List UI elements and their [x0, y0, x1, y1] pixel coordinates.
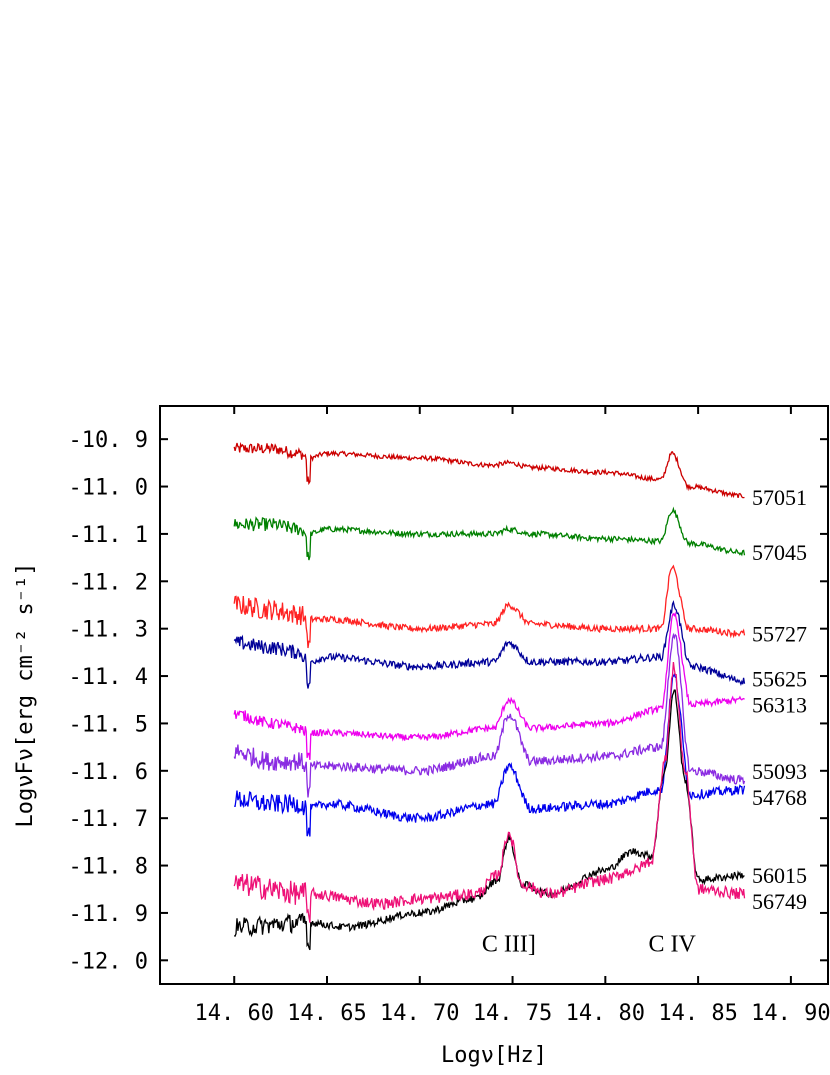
x-tick-label: 14. 85 [658, 1001, 737, 1026]
series-label-57051: 57051 [752, 485, 807, 510]
x-tick-label: 14. 75 [473, 1001, 552, 1026]
y-tick-label: -11. 4 [69, 665, 148, 690]
series-label-56313: 56313 [752, 692, 807, 717]
y-tick-label: -11. 5 [69, 712, 148, 737]
series-line-54768 [234, 673, 746, 837]
series-label-57045: 57045 [752, 540, 807, 565]
series-layer [233, 441, 746, 951]
series-label-54768: 54768 [752, 785, 807, 810]
x-tick-label: 14. 60 [194, 1001, 273, 1026]
series-label-56015: 56015 [752, 863, 807, 888]
y-axis-label: LogνFν[erg cm⁻² s⁻¹] [13, 563, 38, 828]
plot-frame [159, 405, 829, 985]
series-line-57051 [233, 441, 745, 499]
series-line-56749 [233, 662, 746, 923]
series-line-56313 [233, 611, 745, 760]
y-tick-label: -11. 7 [69, 807, 148, 832]
x-tick-label: 14. 80 [566, 1001, 645, 1026]
x-tick-label: 14. 90 [751, 1001, 830, 1026]
series-label-56749: 56749 [752, 889, 807, 914]
x-tick-label: 14. 70 [380, 1001, 459, 1026]
y-tick-label: -11. 2 [69, 570, 148, 595]
y-tick-label: -10. 9 [69, 428, 148, 453]
x-tick-label: 14. 65 [287, 1001, 366, 1026]
series-line-55625 [233, 599, 746, 689]
series-line-57045 [233, 506, 746, 561]
y-tick-label: -12. 0 [69, 949, 148, 974]
y-tick-label: -11. 8 [69, 855, 148, 880]
annotation-label: C IV [648, 932, 696, 958]
annotation-label: C III] [482, 932, 536, 958]
series-label-55625: 55625 [752, 666, 807, 691]
y-tick-label: -11. 1 [69, 523, 148, 548]
y-tick-label: -11. 3 [69, 618, 148, 643]
series-label-55093: 55093 [752, 759, 807, 784]
y-tick-label: -11. 6 [69, 760, 148, 785]
y-tick-label: -11. 9 [69, 902, 148, 927]
axis-ticks: 14. 60 14. 65 14. 70 14. 75 14. 80 14. 85 14. … [69, 406, 830, 1026]
series-label-55727: 55727 [752, 621, 807, 646]
line-annotations: C III] C IV [482, 932, 697, 958]
series-line-55727 [233, 564, 746, 649]
series-line-55093 [233, 632, 746, 798]
y-tick-label: -11. 0 [69, 476, 148, 501]
x-axis-label: Logν[Hz] [441, 1043, 547, 1068]
